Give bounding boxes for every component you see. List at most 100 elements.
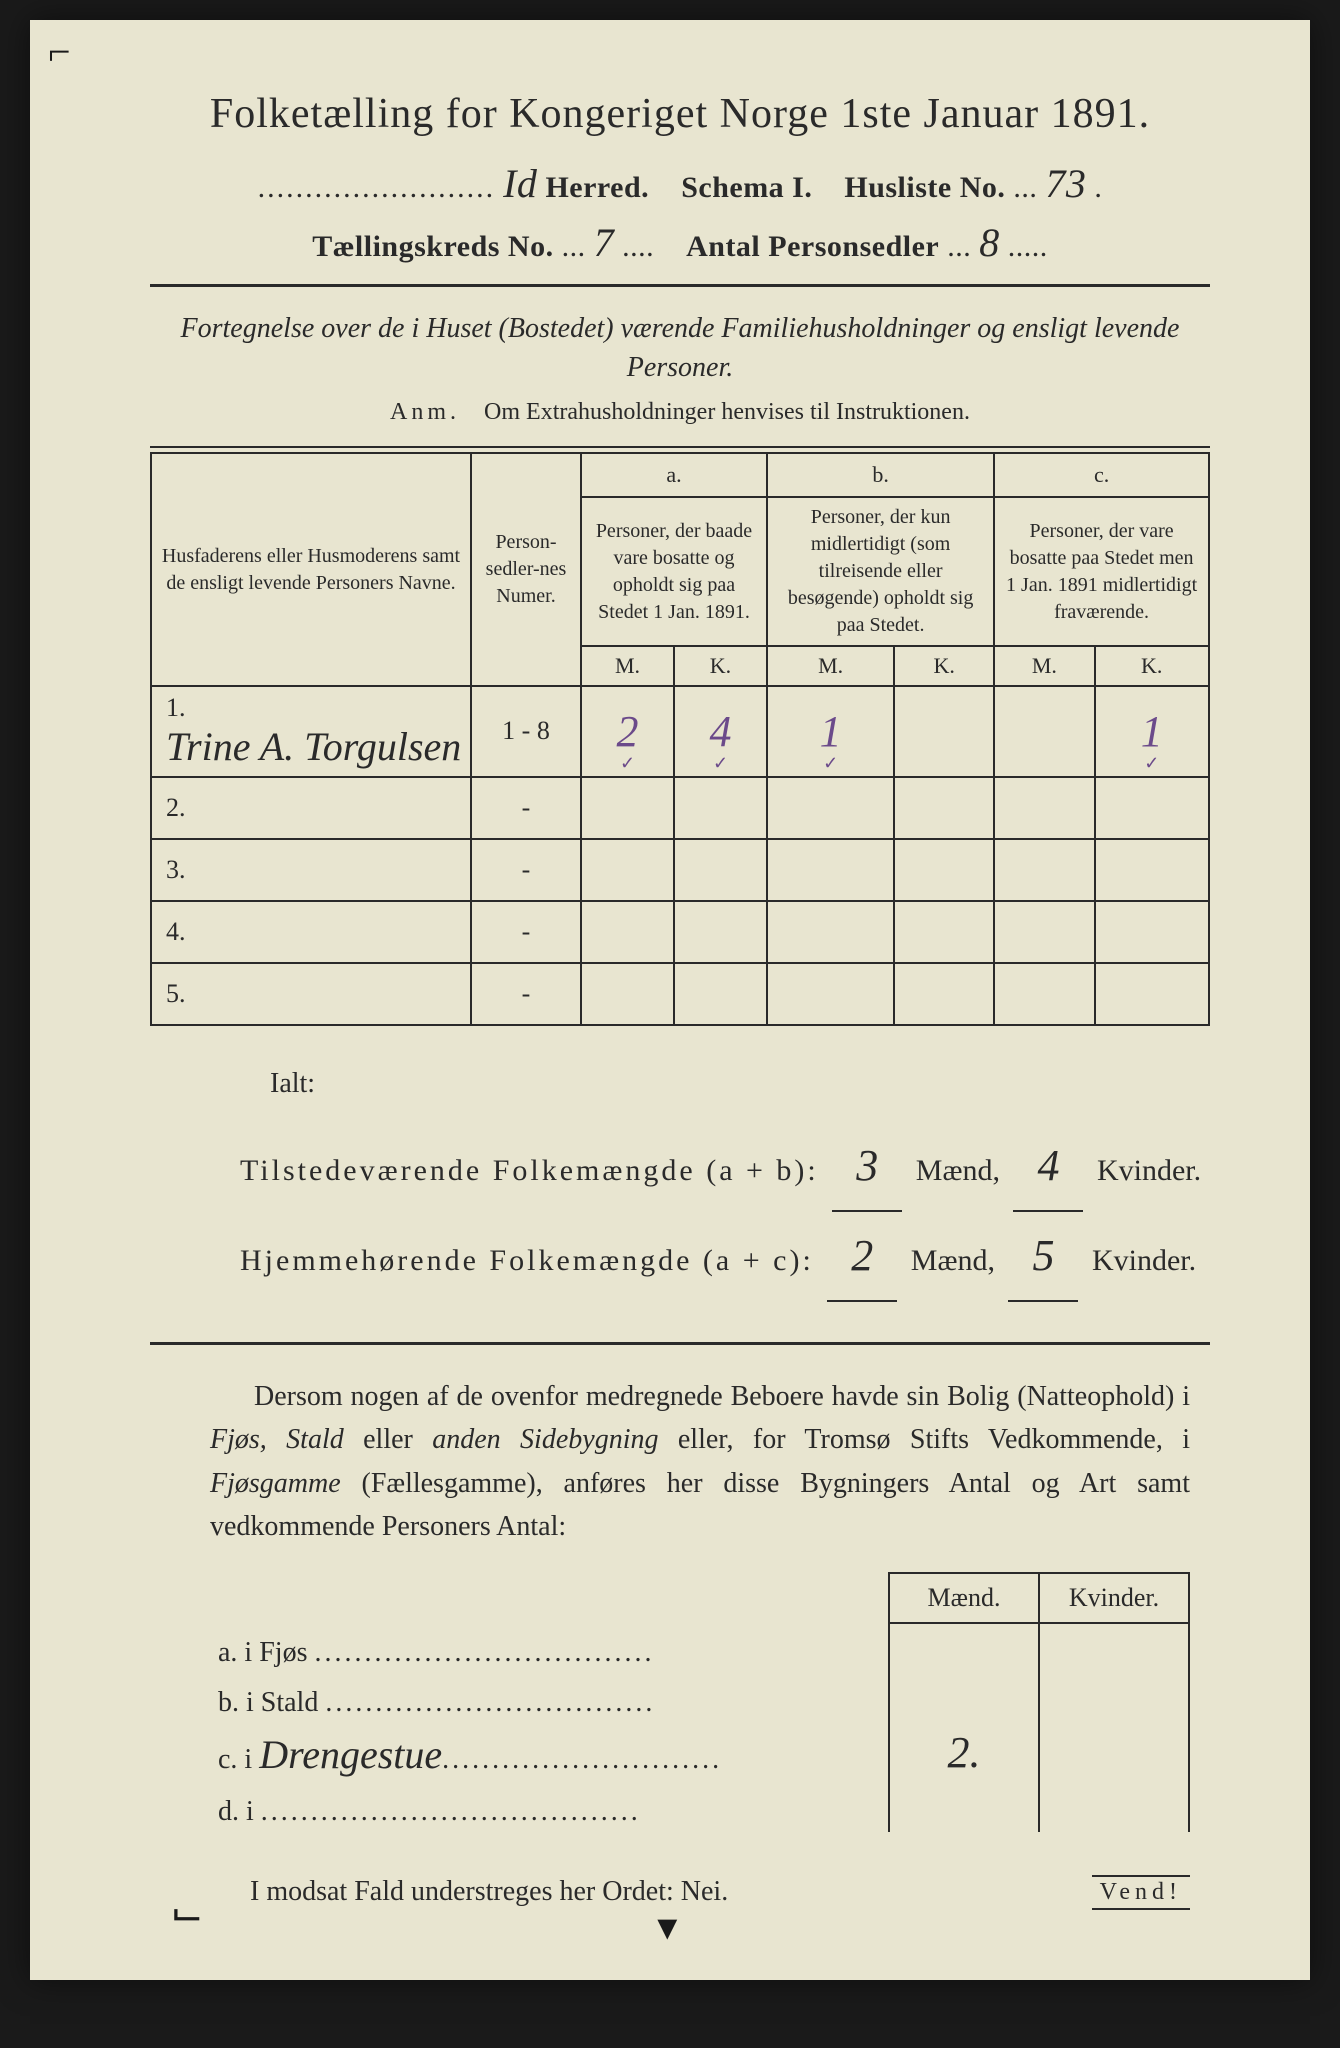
checkmark-icon: ✓ xyxy=(713,753,728,774)
side-row-prefix: d. i xyxy=(218,1796,261,1827)
cell-aK: 4✓ xyxy=(674,686,767,777)
side-row: b. i Stald .............................… xyxy=(210,1673,1189,1723)
divider xyxy=(150,1342,1210,1345)
cell-bK xyxy=(894,839,994,901)
checkmark-icon: ✓ xyxy=(823,753,838,774)
dots: .... xyxy=(622,230,654,263)
cell-cM xyxy=(994,901,1094,963)
cell-personsedler-num: - xyxy=(471,901,581,963)
paragraph-text: Dersom nogen af de ovenfor medregnede Be… xyxy=(210,1381,1190,1542)
side-cell-kvinder xyxy=(1039,1673,1189,1723)
value-handwritten: 2. xyxy=(948,1728,981,1777)
side-row: c. i Drengestue ........................… xyxy=(210,1723,1189,1782)
name-handwritten: Trine A. Torgulsen xyxy=(166,723,461,770)
dots: ... xyxy=(947,230,971,263)
antal-label: Antal Personsedler xyxy=(686,230,939,263)
th-num: Person-sedler-nes Numer. xyxy=(471,453,581,685)
side-row-prefix: b. i xyxy=(218,1687,261,1718)
side-row: a. i Fjøs ..............................… xyxy=(210,1623,1189,1673)
divider xyxy=(150,284,1210,287)
table-row: 5. - xyxy=(151,963,1209,1025)
cell-aM: 2✓ xyxy=(581,686,674,777)
cell-aM xyxy=(581,839,674,901)
dots-fill: ................................. xyxy=(325,1687,655,1719)
value-handwritten: 4 xyxy=(710,707,732,756)
cell-aK xyxy=(674,777,767,839)
th-b-label: b. xyxy=(776,460,985,490)
th-bK: K. xyxy=(894,646,994,686)
cell-name: 2. xyxy=(151,777,471,839)
side-table: Mænd. Kvinder. a. i Fjøs ...............… xyxy=(210,1572,1190,1832)
side-row-prefix: c. i xyxy=(218,1744,259,1775)
cell-cK: 1✓ xyxy=(1095,686,1210,777)
maend-label: Mænd, xyxy=(916,1154,1000,1187)
table-row: 4. - xyxy=(151,901,1209,963)
table-row: 3. - xyxy=(151,839,1209,901)
totals-line1-k: 4 xyxy=(1013,1122,1083,1212)
cell-aM xyxy=(581,777,674,839)
cell-bM xyxy=(767,839,894,901)
main-table: Husfaderens eller Husmoderens samt de en… xyxy=(150,452,1210,1025)
side-row-label: b. i Stald .............................… xyxy=(210,1673,889,1723)
header-row-2: Tællingskreds No. ... 7 .... Antal Perso… xyxy=(150,219,1210,266)
anm-label: Anm. xyxy=(390,399,460,425)
cell-cK xyxy=(1095,777,1210,839)
dots: ... xyxy=(1013,171,1037,204)
th-a-text: Personer, der baade vare bosatte og opho… xyxy=(581,497,767,646)
side-cell-maend xyxy=(889,1782,1039,1832)
kreds-label: Tællingskreds No. xyxy=(312,230,553,263)
cell-aK xyxy=(674,963,767,1025)
th-b: b. xyxy=(767,453,994,497)
cell-bM xyxy=(767,901,894,963)
th-aM: M. xyxy=(581,646,674,686)
th-a: a. xyxy=(581,453,767,497)
maend-label: Mænd, xyxy=(911,1244,995,1277)
cell-aK xyxy=(674,901,767,963)
th-name: Husfaderens eller Husmoderens samt de en… xyxy=(151,453,471,685)
side-building-paragraph: Dersom nogen af de ovenfor medregnede Be… xyxy=(210,1375,1190,1549)
th-a-label: a. xyxy=(590,460,758,490)
corner-mark-bl: ⌙ xyxy=(170,1889,204,1936)
cell-bM xyxy=(767,777,894,839)
side-row-prefix: a. i xyxy=(218,1637,259,1668)
cell-bK xyxy=(894,686,994,777)
totals-line1-m: 3 xyxy=(832,1122,902,1212)
herred-handwritten: Id xyxy=(503,160,537,207)
corner-mark-tl: ⌐ xyxy=(48,28,71,75)
row-number: 4. xyxy=(166,917,186,946)
cell-bK xyxy=(894,901,994,963)
cell-bK xyxy=(894,963,994,1025)
ialt-label: Ialt: xyxy=(270,1056,1210,1112)
cell-cM xyxy=(994,839,1094,901)
cell-personsedler-num: - xyxy=(471,777,581,839)
cell-name: 1. Trine A. Torgulsen xyxy=(151,686,471,777)
husliste-no-handwritten: 73 xyxy=(1045,160,1086,207)
kvinder-label: Kvinder. xyxy=(1097,1154,1201,1187)
value-handwritten: 1 xyxy=(1141,707,1163,756)
cell-aK xyxy=(674,839,767,901)
totals-block: Ialt: Tilstedeværende Folkemængde (a + b… xyxy=(240,1056,1210,1302)
th-cM: M. xyxy=(994,646,1094,686)
cell-personsedler-num: 1 - 8 xyxy=(471,686,581,777)
side-row-label: d. i ...................................… xyxy=(210,1782,889,1832)
cell-cK xyxy=(1095,839,1210,901)
schema-label: Schema I. xyxy=(681,171,812,204)
cell-cK xyxy=(1095,963,1210,1025)
th-cK: K. xyxy=(1095,646,1210,686)
cell-aM xyxy=(581,901,674,963)
cell-cM xyxy=(994,686,1094,777)
th-c: c. xyxy=(994,453,1209,497)
checkmark-icon: ✓ xyxy=(620,753,635,774)
herred-label: Herred. xyxy=(545,171,649,204)
kvinder-label: Kvinder. xyxy=(1092,1244,1196,1277)
th-c-label: c. xyxy=(1003,460,1200,490)
tear-mark: ▾ xyxy=(657,1903,677,1950)
th-b-text: Personer, der kun midlertidigt (som tilr… xyxy=(767,497,994,646)
husliste-label: Husliste No. xyxy=(844,171,1005,204)
anm-line: Anm. Om Extrahusholdninger henvises til … xyxy=(150,399,1210,426)
cell-bK xyxy=(894,777,994,839)
dots-fill: ...................................... xyxy=(261,1796,641,1828)
anm-text: Om Extrahusholdninger henvises til Instr… xyxy=(484,399,970,425)
side-cell-maend xyxy=(889,1623,1039,1673)
dots: ... xyxy=(562,230,586,263)
